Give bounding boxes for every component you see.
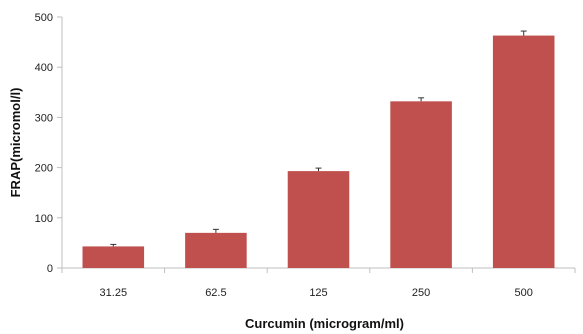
bar: [82, 246, 145, 268]
x-tick-label: 31.25: [100, 287, 128, 299]
y-tick-label: 300: [35, 112, 53, 124]
x-tick-label: 125: [309, 287, 327, 299]
x-axis-title: Curcumin (microgram/ml): [245, 316, 404, 331]
bar-series: [82, 30, 555, 268]
bar: [185, 232, 247, 268]
y-tick-label: 100: [35, 213, 53, 225]
x-tick-label: 62.5: [205, 287, 226, 299]
y-tick-label: 400: [35, 62, 53, 74]
y-tick-label: 500: [35, 12, 53, 24]
x-axis: 31.25 62.5 125 250 500: [61, 267, 576, 299]
y-axis-title: FRAP(micromol/l): [8, 88, 23, 198]
bar: [492, 35, 555, 268]
bar: [390, 101, 452, 268]
y-tick-label: 200: [35, 163, 53, 175]
y-tick-label: 0: [47, 263, 53, 275]
x-tick-label: 250: [412, 287, 430, 299]
x-tick-label: 500: [515, 287, 533, 299]
y-axis: 0 100 200 300 400 500: [35, 12, 63, 275]
bar: [287, 171, 350, 268]
